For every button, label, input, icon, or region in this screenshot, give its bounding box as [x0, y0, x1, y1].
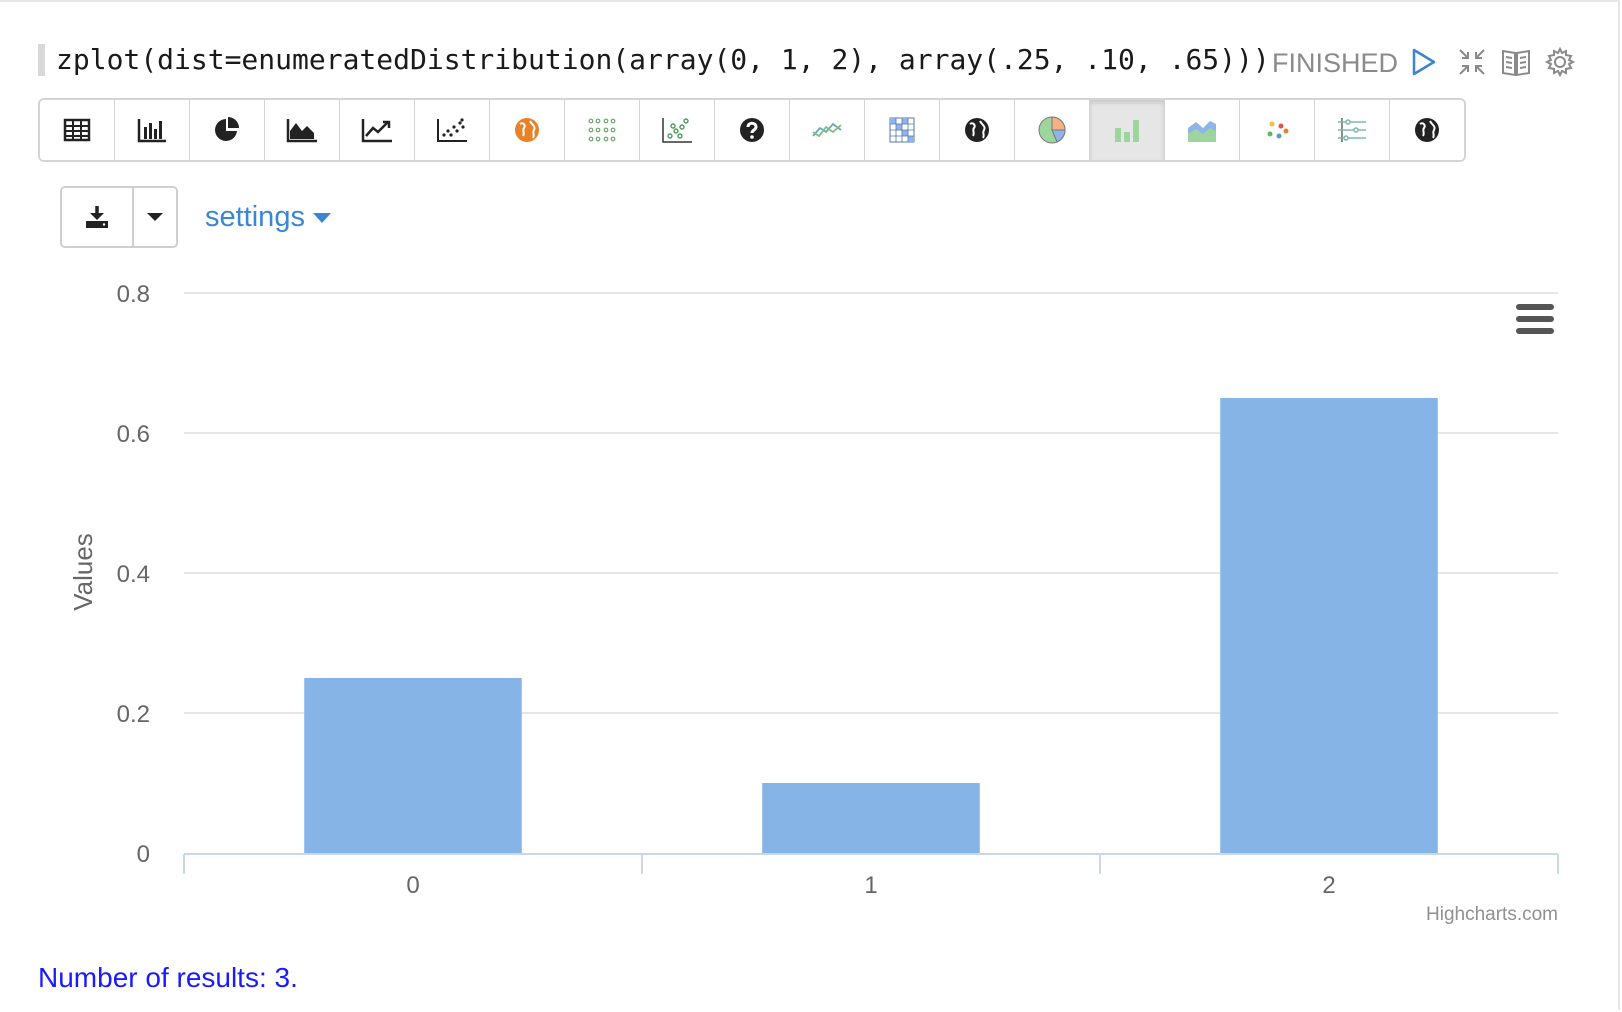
gear-icon[interactable]	[1544, 44, 1576, 80]
x-tick-label: 1	[864, 872, 877, 899]
hamburger-menu-icon[interactable]	[1516, 304, 1554, 334]
bar-0[interactable]	[304, 678, 522, 853]
help-icon[interactable]	[715, 100, 790, 160]
status-label: FINISHED	[1272, 48, 1399, 78]
area-chart-icon[interactable]	[265, 100, 340, 160]
settings-dropdown[interactable]: settings	[205, 201, 331, 234]
x-tick-label: 0	[406, 872, 419, 899]
line-chart-icon[interactable]	[340, 100, 415, 160]
parallel-coords-icon[interactable]	[1315, 100, 1390, 160]
visualization-toolbar	[38, 98, 1466, 162]
paragraph-handle[interactable]	[38, 44, 45, 76]
y-tick-label: 0.8	[117, 281, 150, 308]
scatter-colored-icon[interactable]	[640, 100, 715, 160]
download-icon[interactable]	[62, 188, 132, 246]
settings-label: settings	[205, 201, 305, 233]
y-axis-label: Values	[68, 533, 98, 611]
book-icon[interactable]	[1500, 44, 1532, 80]
x-tick-label: 2	[1322, 872, 1335, 899]
y-tick-label: 0.4	[117, 561, 150, 588]
bar-chart-icon[interactable]	[115, 100, 190, 160]
multi-line-icon[interactable]	[790, 100, 865, 160]
y-tick-label: 0	[137, 841, 150, 868]
bar-2[interactable]	[1220, 398, 1438, 853]
download-button-group	[60, 186, 178, 248]
table-icon[interactable]	[40, 100, 115, 160]
heatmap-icon[interactable]	[865, 100, 940, 160]
bubble-icon[interactable]	[1240, 100, 1315, 160]
y-tick-label: 0.6	[117, 421, 150, 448]
pie-colored-icon[interactable]	[1015, 100, 1090, 160]
bar-1[interactable]	[762, 783, 980, 853]
area-colored-icon[interactable]	[1165, 100, 1240, 160]
settings-caret-icon	[312, 213, 331, 224]
globe-icon[interactable]	[940, 100, 1015, 160]
scatter-chart-icon[interactable]	[415, 100, 490, 160]
y-tick-label: 0.2	[117, 701, 150, 728]
globe-dark-icon[interactable]	[1390, 100, 1464, 160]
caret-down-icon[interactable]	[132, 188, 176, 246]
dot-grid-icon[interactable]	[565, 100, 640, 160]
code-editor[interactable]: zplot(dist=enumeratedDistribution(array(…	[56, 43, 1270, 76]
results-count: Number of results: 3.	[38, 962, 298, 993]
column-chart: 0 0.2 0.4 0.6 0.8 0 1 2 Values Highcharts.com	[68, 281, 1559, 925]
globe-orange-icon[interactable]	[490, 100, 565, 160]
pie-chart-icon[interactable]	[190, 100, 265, 160]
column-colored-icon[interactable]	[1090, 100, 1165, 160]
collapse-icon[interactable]	[1456, 44, 1488, 80]
run-icon[interactable]	[1407, 44, 1439, 80]
highcharts-credits[interactable]: Highcharts.com	[1426, 904, 1558, 925]
